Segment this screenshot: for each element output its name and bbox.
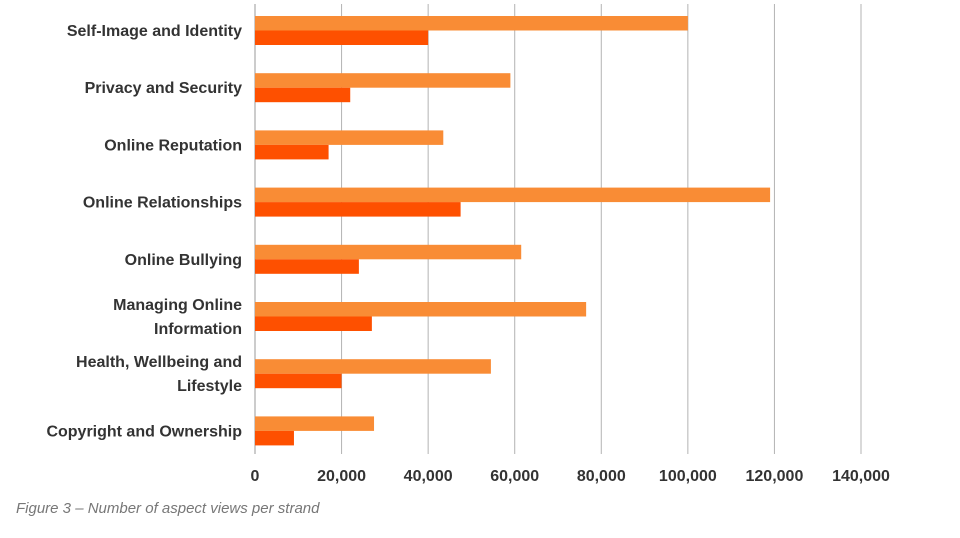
bar-series1 [255,130,444,145]
category-label: Online Reputation [104,137,242,154]
bar-series2 [255,316,372,331]
category-label: Online Bullying [125,252,242,269]
category-label: Online Relationships [83,195,242,212]
bar-series1 [255,359,491,374]
category-label: Privacy and Security [85,80,243,97]
bar-series2 [255,87,351,103]
bar-series1 [255,302,587,317]
gridlines [254,4,862,454]
category-label: Self-Image and Identity [67,23,242,40]
category-label: Lifestyle [177,378,242,395]
x-tick-label: 80,000 [577,468,626,485]
bar-series2 [255,373,342,389]
category-label: Managing Online [113,297,242,314]
bar-series1 [255,244,522,260]
figure-caption: Figure 3 – Number of aspect views per st… [16,500,320,517]
x-tick-label: 100,000 [659,468,717,485]
bar-series2 [255,430,294,446]
bar-series2 [255,259,359,274]
bar-series1 [255,416,375,431]
bar-series1 [255,73,511,88]
bar-series2 [255,144,329,160]
x-tick-label: 60,000 [490,468,539,485]
bars [255,16,771,446]
x-tick-label: 20,000 [317,468,366,485]
bar-series1 [255,187,771,203]
bar-series1 [255,16,688,31]
x-tick-label: 40,000 [404,468,453,485]
x-tick-label: 0 [251,468,260,485]
x-axis-tick-labels: 0 20,000 40,000 60,000 80,000 100,000 120,000 1… [251,468,890,485]
category-labels: Self-Image and Identity Privacy and Secur… [46,23,242,440]
bar-series2 [255,30,429,45]
category-label: Information [154,321,242,338]
category-label: Copyright and Ownership [46,423,242,440]
bar-series2 [255,202,461,217]
x-tick-label: 140,000 [832,468,890,485]
category-label: Health, Wellbeing and [76,354,242,371]
x-tick-label: 120,000 [746,468,804,485]
